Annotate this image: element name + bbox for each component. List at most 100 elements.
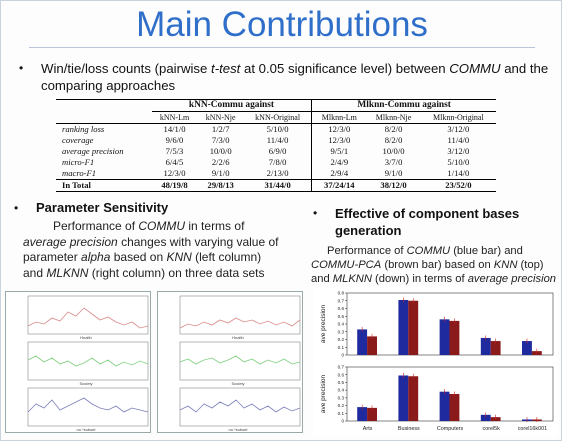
y-tick-label: 0 (341, 353, 344, 358)
desc-part: changes with varying value of (117, 234, 279, 249)
desc-part: average precision (467, 273, 557, 285)
desc-part: alpha (81, 250, 111, 264)
desc-part: KNN (493, 259, 518, 271)
metric-name: ranking loss (62, 124, 105, 134)
sensitivity-description: Performance of COMMU in terms of average… (23, 219, 303, 281)
total-cell: 31/44/0 (243, 179, 312, 192)
table-cell: 12/3/0 (311, 135, 367, 146)
bar-commu (357, 329, 368, 355)
table-subheader-row: kNN-Lm kNN-Nje kNN-Original Mlknn-Lm Mlknn-N… (56, 111, 496, 124)
metric-name: coverage (62, 135, 94, 145)
series-line-society (179, 355, 301, 365)
y-tick-label: 0.7 (338, 365, 345, 370)
y-tick-label: 0.2 (338, 403, 345, 408)
table-corner (56, 99, 152, 112)
table-cell: 6/4/5 (165, 157, 184, 167)
category-label: Computers (437, 426, 464, 432)
category-label: Arts (363, 426, 373, 432)
y-tick-label: 0.3 (338, 395, 345, 400)
series-line-bottom (179, 399, 301, 413)
main-bullet-text: Win/tie/loss counts (pairwise t-test at … (41, 60, 551, 94)
plot-frame-mid (27, 341, 149, 381)
panel-label-subset: no.*subset (229, 427, 249, 432)
metric-name: average precision (62, 146, 124, 156)
category-label: corel5k (483, 426, 501, 432)
bar-commu (357, 407, 368, 421)
bullet-text-commu: COMMU (449, 61, 501, 76)
y-axis-label: ave precision (320, 304, 327, 343)
plot-frame-top (27, 295, 149, 335)
desc-part: in terms of (185, 219, 245, 233)
table-cell: 9/6/0 (165, 135, 184, 145)
category-label: corel16k001 (518, 426, 547, 432)
bar-commu-pca (449, 320, 460, 355)
desc-part: Performance of (53, 219, 139, 233)
table-row: macro-F1 12/3/0 9/1/0 2/13/0 2/9/4 9/1/0 1/14/… (56, 168, 496, 180)
desc-part: Performance of (327, 245, 407, 257)
plot-frame-bot (27, 387, 149, 427)
desc-part: and (23, 265, 47, 280)
y-tick-label: 0.6 (338, 306, 345, 311)
desc-part: MLKNN (332, 273, 372, 285)
desc-part: COMMU-PCA (311, 259, 382, 271)
table-cell: 9/1/0 (384, 168, 403, 178)
table-cell: 7/5/3 (165, 146, 184, 156)
bar-commu-pca (490, 341, 501, 355)
panel-label-health: Health (232, 335, 244, 340)
series-line-bottom (27, 397, 149, 413)
y-tick-label: 0.6 (338, 372, 345, 377)
desc-part: (brown bar) based on (381, 259, 494, 271)
table-cell: 2/13/0 (266, 168, 289, 178)
desc-part: MLKNN (46, 265, 89, 280)
table-row: coverage 9/6/0 7/3/0 11/4/0 12/3/0 8/2/0 11/4/… (56, 135, 496, 146)
total-cell: 37/24/14 (311, 179, 367, 192)
table-cell: 3/12/0 (447, 124, 470, 134)
bases-bar-chart: 0 0.1 0.2 0.3 0.4 0.5 0.6 0.7 0.8 ave precision 0 0… (313, 287, 558, 437)
table-cell: 8/2/0 (384, 124, 403, 134)
y-tick-label: 0.5 (338, 314, 345, 319)
y-tick-label: 0.4 (338, 388, 345, 393)
table-cell: 12/3/0 (311, 123, 367, 135)
table-cell: 8/2/0 (384, 135, 403, 145)
slide-title: Main Contributions (136, 5, 428, 44)
table-subheader-3: kNN-Original (243, 111, 312, 124)
bullet-text-part: at 0.05 significance level) between (240, 61, 450, 76)
table-cell: 3/7/0 (384, 157, 403, 167)
desc-part: parameter (23, 250, 82, 264)
desc-part: based on (110, 250, 167, 264)
total-cell: 23/52/0 (420, 179, 496, 192)
table-cell: 10/0/0 (209, 146, 232, 156)
table-cell: 1/2/7 (211, 124, 230, 134)
table-row: average precision 7/5/3 10/0/0 6/9/0 9/5/1 10… (56, 146, 496, 157)
bar-commu (480, 337, 491, 355)
table-cell: 5/10/0 (447, 157, 470, 167)
bases-bar-chart-svg: 0 0.1 0.2 0.3 0.4 0.5 0.6 0.7 0.8 ave precision 0 0… (320, 291, 554, 432)
bases-description: Performance of COMMU (blue bar) and COMM… (311, 244, 556, 286)
bullet-text-part: Win/tie/loss counts (pairwise (41, 61, 212, 76)
bar-commu-pca (408, 376, 419, 421)
bases-heading: Effective of component bases generation (335, 206, 520, 238)
bar-commu-pca (367, 407, 377, 421)
series-line-society (27, 355, 149, 367)
bar-commu (480, 414, 491, 421)
table-cell: 7/3/0 (211, 135, 230, 145)
sensitivity-heading: Parameter Sensitivity (36, 200, 169, 215)
total-cell: 48/19/8 (151, 179, 198, 192)
series-line-health (27, 307, 149, 329)
y-tick-label: 0.1 (338, 345, 345, 350)
panel-label-health: Health (80, 335, 92, 340)
table-cell: 14/1/0 (163, 124, 186, 134)
table-cell: 9/5/1 (311, 146, 367, 157)
y-tick-label: 0.1 (338, 411, 345, 416)
sensitivity-plot-knn: Health Society no.*subset (5, 291, 151, 433)
table-row: ranking loss 14/1/0 1/2/7 5/10/0 12/3/0 8/2/0… (56, 123, 496, 135)
group-header-mlknn: Mlknn-Commu against (311, 99, 496, 112)
desc-part: average precision (23, 234, 118, 249)
table-row: micro-F1 6/4/5 2/2/6 7/8/0 2/4/9 3/7/0 5/10/0 (56, 157, 496, 168)
title-divider (29, 47, 535, 48)
bar-commu (398, 375, 409, 421)
panel-label-society: Society (79, 381, 92, 386)
total-cell: 29/8/13 (197, 179, 244, 192)
desc-part: COMMU (406, 245, 451, 257)
bar-commu-pca (449, 394, 460, 421)
